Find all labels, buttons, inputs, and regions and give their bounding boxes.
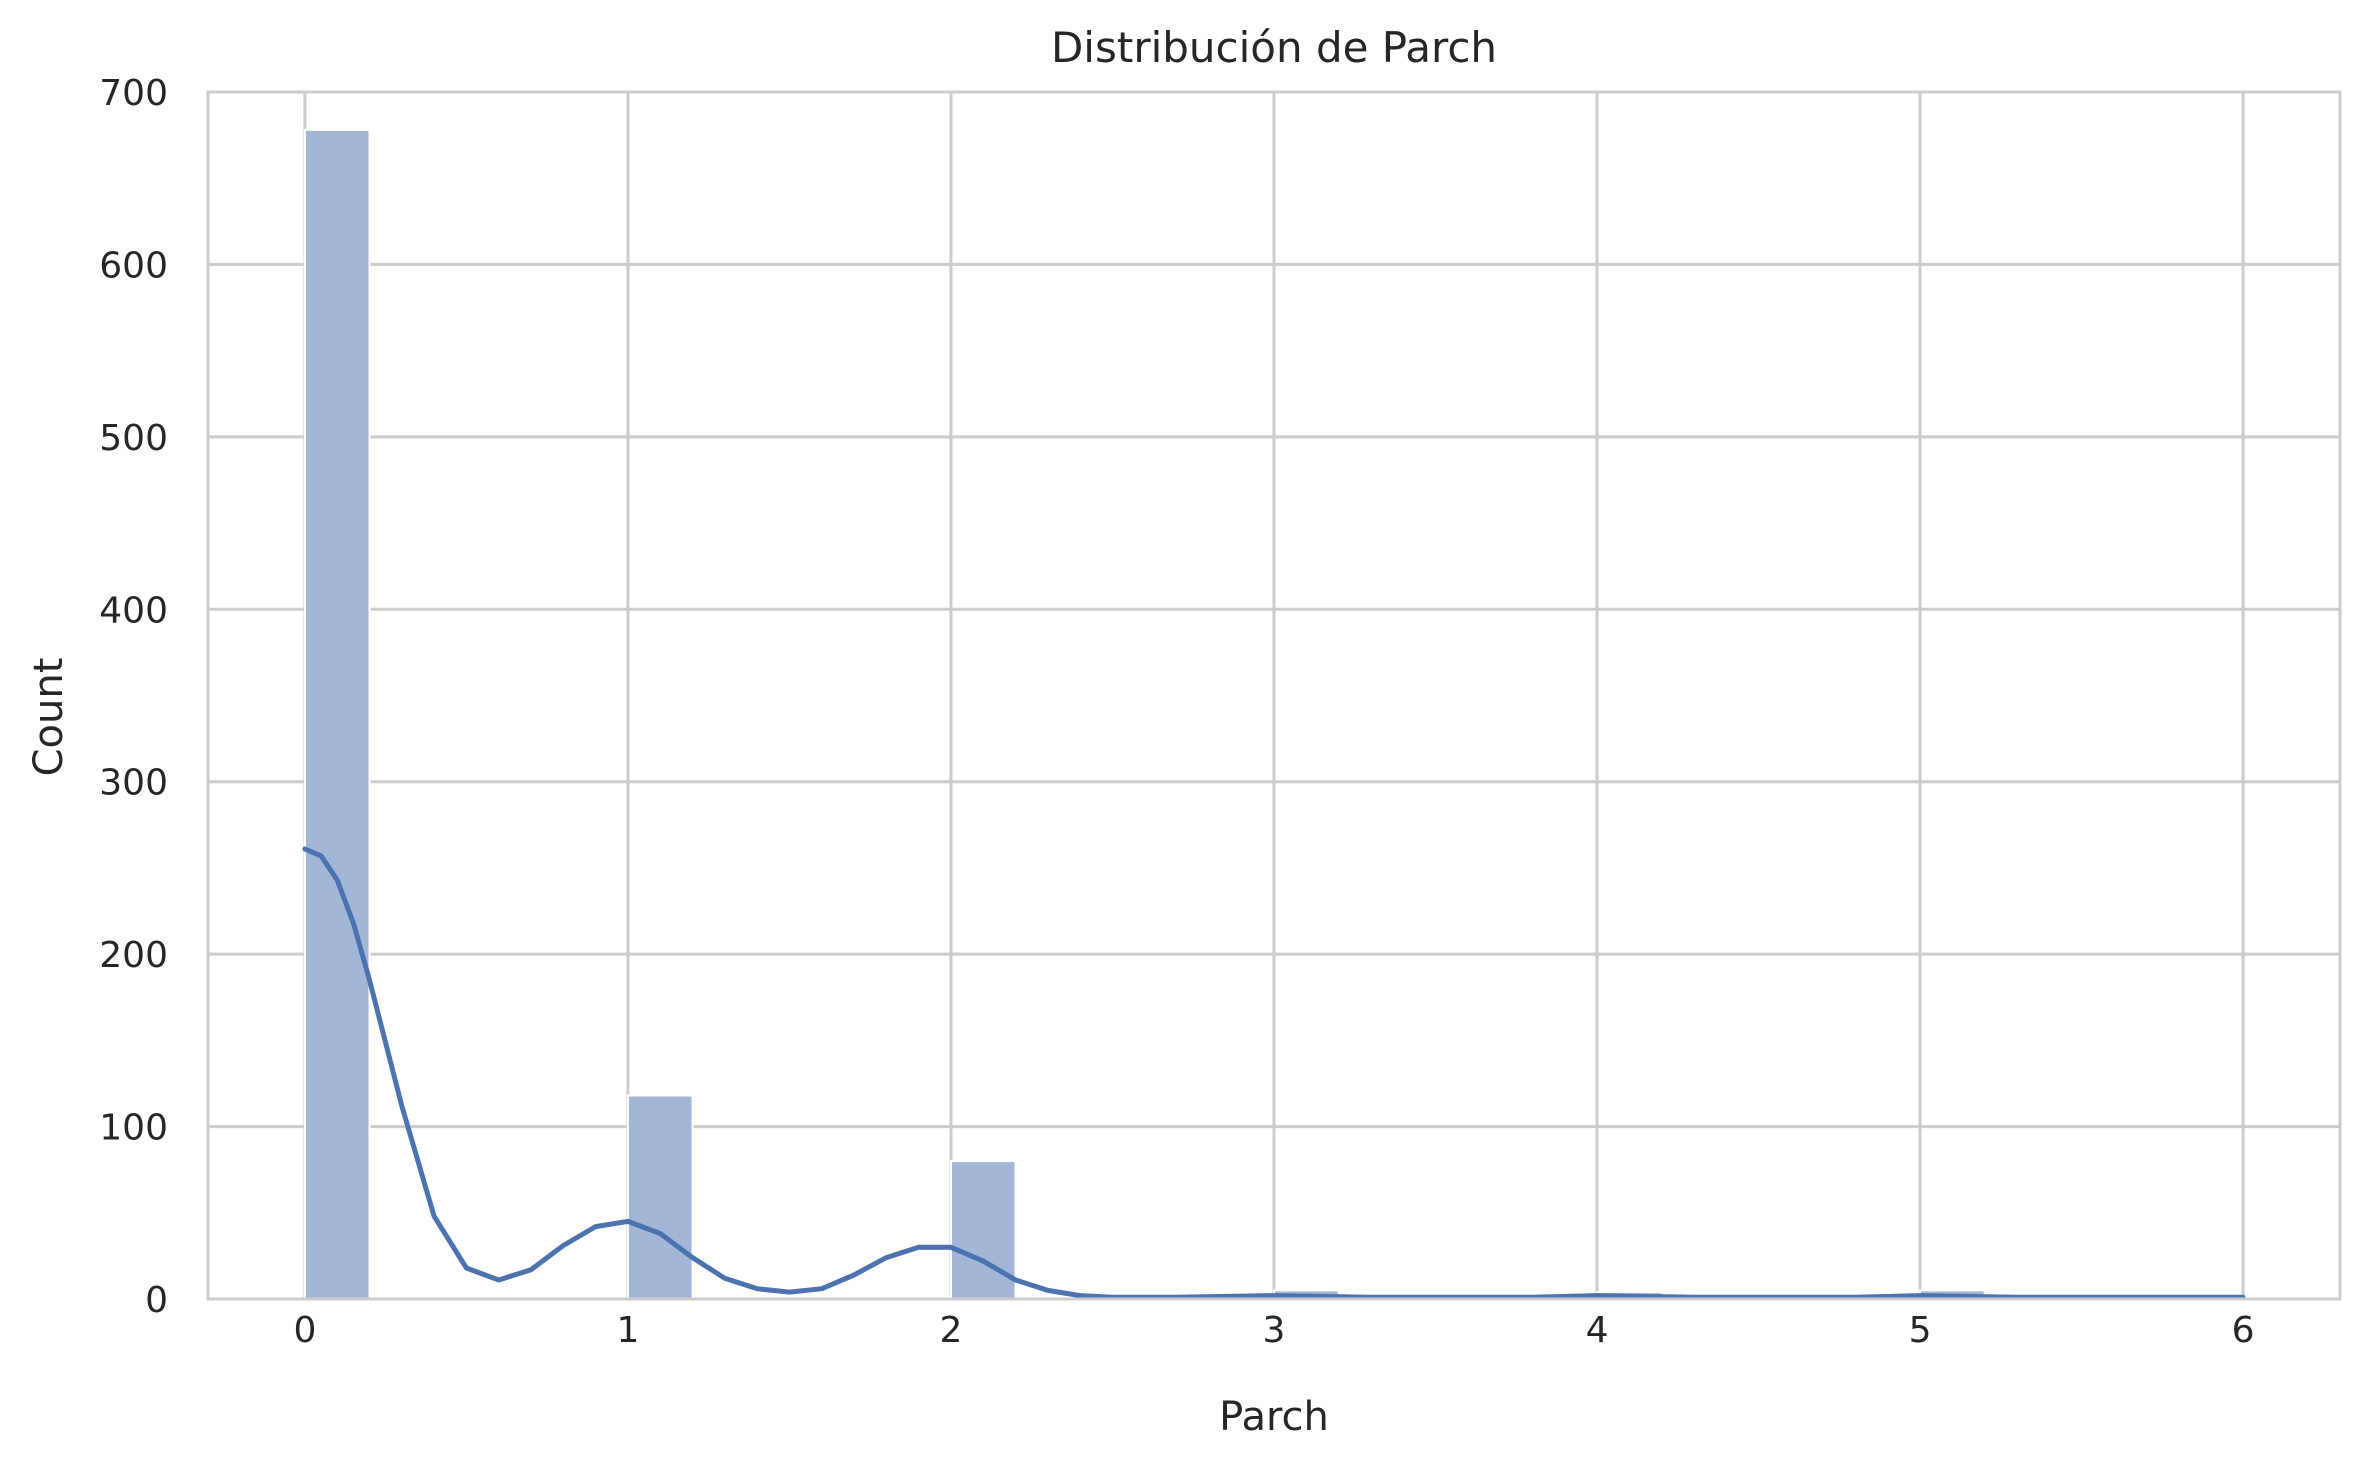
- y-tick-label-1: 100: [99, 1108, 168, 1149]
- chart-title: Distribución de Parch: [1051, 23, 1497, 72]
- y-tick-label-4: 400: [99, 590, 168, 631]
- y-tick-label-6: 600: [99, 245, 168, 286]
- y-tick-label-3: 300: [99, 763, 168, 804]
- x-tick-label-0: 0: [293, 1310, 316, 1351]
- kde-layer: [302, 846, 2246, 1300]
- grid-lines: [208, 90, 2340, 1301]
- plot-frame: [206, 90, 2342, 1301]
- y-tick-label-0: 0: [145, 1280, 168, 1321]
- x-tick-label-1: 1: [616, 1310, 639, 1351]
- x-tick-label-2: 2: [940, 1310, 963, 1351]
- y-tick-label-2: 200: [99, 935, 168, 976]
- histogram-bar-0: [303, 128, 371, 1300]
- x-tick-labels: 0 1 2 3 4 5 6: [293, 1310, 2254, 1351]
- x-tick-label-4: 4: [1586, 1310, 1609, 1351]
- histogram-bar-1: [626, 1094, 694, 1301]
- kde-line: [302, 846, 2246, 1300]
- histogram-bars: [303, 128, 2245, 1301]
- y-tick-label-7: 700: [99, 73, 168, 114]
- x-tick-label-3: 3: [1263, 1310, 1286, 1351]
- x-axis-label: Parch: [1219, 1394, 1329, 1440]
- x-tick-label-6: 6: [2232, 1310, 2255, 1351]
- histogram-bar-2: [949, 1160, 1017, 1300]
- y-axis-label: Count: [26, 658, 72, 777]
- y-tick-label-5: 500: [99, 418, 168, 459]
- y-tick-labels: 0 100 200 300 400 500 600 700: [99, 73, 168, 1321]
- x-tick-label-5: 5: [1909, 1310, 1932, 1351]
